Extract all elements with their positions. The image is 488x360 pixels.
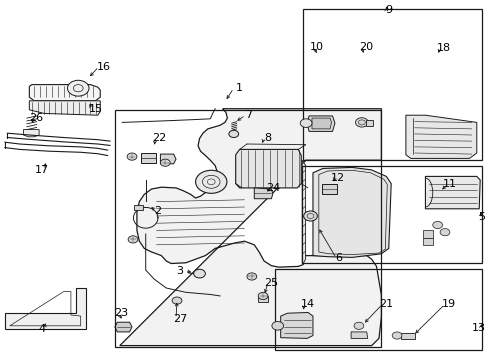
- Polygon shape: [5, 288, 85, 329]
- Polygon shape: [23, 130, 39, 137]
- Text: 7: 7: [244, 110, 251, 120]
- Polygon shape: [280, 312, 312, 338]
- Polygon shape: [350, 332, 367, 338]
- Circle shape: [391, 332, 401, 339]
- Polygon shape: [141, 153, 156, 163]
- Polygon shape: [422, 230, 432, 238]
- Circle shape: [432, 221, 442, 229]
- Circle shape: [172, 297, 182, 304]
- Text: 4: 4: [38, 324, 45, 334]
- Bar: [302, 166, 481, 263]
- Circle shape: [303, 211, 317, 221]
- Circle shape: [128, 236, 138, 243]
- Polygon shape: [120, 109, 381, 346]
- Circle shape: [193, 269, 205, 278]
- Text: 26: 26: [30, 113, 43, 123]
- Text: 19: 19: [441, 299, 455, 309]
- Text: 10: 10: [309, 42, 323, 52]
- Text: 15: 15: [88, 104, 102, 114]
- Polygon shape: [29, 101, 100, 115]
- Circle shape: [353, 322, 363, 329]
- Polygon shape: [405, 115, 476, 158]
- Text: 3: 3: [176, 266, 183, 276]
- Text: 24: 24: [265, 183, 280, 193]
- Circle shape: [195, 170, 226, 193]
- Circle shape: [271, 321, 283, 330]
- Polygon shape: [365, 120, 372, 126]
- Circle shape: [258, 292, 267, 300]
- Text: 16: 16: [97, 62, 110, 72]
- Text: 22: 22: [151, 132, 166, 143]
- Text: 5: 5: [478, 212, 485, 222]
- Text: 9: 9: [385, 5, 391, 15]
- Polygon shape: [306, 116, 334, 131]
- Polygon shape: [115, 322, 132, 332]
- Text: 27: 27: [172, 314, 187, 324]
- Text: 21: 21: [379, 299, 392, 309]
- Polygon shape: [312, 167, 390, 257]
- Polygon shape: [235, 149, 301, 188]
- Polygon shape: [321, 184, 337, 194]
- Bar: [303, 9, 481, 160]
- Text: 23: 23: [114, 308, 128, 318]
- Text: 12: 12: [331, 173, 345, 183]
- Text: 13: 13: [470, 323, 485, 333]
- Polygon shape: [422, 238, 432, 245]
- Text: 18: 18: [436, 42, 450, 53]
- Polygon shape: [400, 333, 414, 339]
- Text: 1: 1: [236, 83, 243, 93]
- Circle shape: [300, 119, 311, 127]
- Polygon shape: [29, 85, 100, 101]
- Text: 11: 11: [442, 179, 456, 189]
- Text: 14: 14: [301, 299, 314, 309]
- Polygon shape: [160, 154, 176, 164]
- Text: 6: 6: [335, 253, 342, 264]
- Text: 20: 20: [358, 42, 372, 52]
- Circle shape: [127, 153, 137, 160]
- Circle shape: [160, 159, 170, 166]
- Polygon shape: [311, 118, 331, 129]
- Polygon shape: [258, 296, 267, 302]
- Bar: [115, 110, 381, 347]
- Circle shape: [67, 80, 89, 96]
- Text: 17: 17: [35, 165, 48, 175]
- Polygon shape: [425, 176, 479, 209]
- Polygon shape: [254, 188, 272, 199]
- Text: 8: 8: [264, 132, 271, 143]
- Text: 2: 2: [154, 206, 161, 216]
- Polygon shape: [134, 205, 143, 210]
- Circle shape: [246, 273, 256, 280]
- Circle shape: [355, 118, 367, 127]
- Circle shape: [228, 130, 238, 138]
- Bar: [274, 269, 481, 350]
- Polygon shape: [302, 160, 305, 264]
- Circle shape: [439, 229, 449, 236]
- Text: 25: 25: [264, 278, 278, 288]
